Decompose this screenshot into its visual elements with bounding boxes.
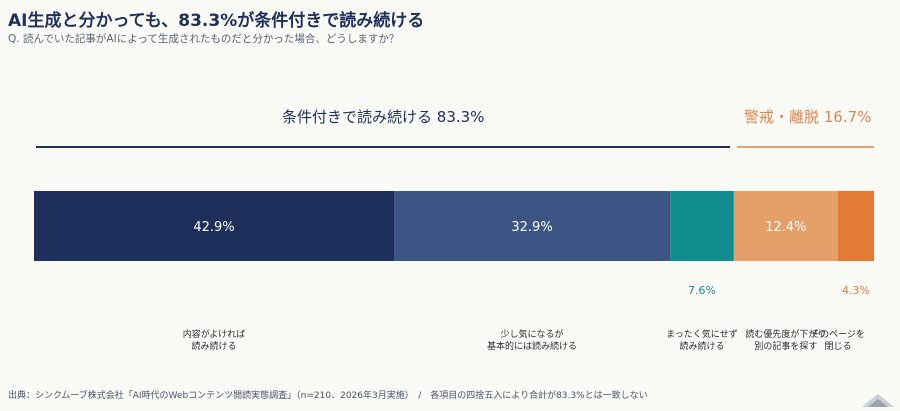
- bar-segment-1: [34, 191, 394, 261]
- group-label-continue: 条件付きで読み続ける 83.3%: [282, 108, 485, 126]
- value-label-5: 4.3%: [842, 284, 870, 297]
- category-label-1: 内容がよければ 読み続ける: [182, 330, 246, 352]
- publisher-logo-icon: [862, 394, 894, 407]
- category-label-5: そのページを 閉じる: [811, 330, 865, 352]
- group-bracket-continue: [36, 146, 730, 148]
- group-label-exit: 警戒・離脱 16.7%: [744, 108, 872, 126]
- value-label-2: 32.9%: [511, 220, 552, 235]
- bar-segment-5: [837, 191, 874, 261]
- value-label-3: 7.6%: [688, 284, 716, 297]
- bar-segment-3: [670, 191, 734, 261]
- value-label-4: 12.4%: [765, 220, 806, 235]
- category-label-2: 少し気になるが 基本的には読み続ける: [487, 330, 578, 352]
- bar-segment-4: [733, 191, 838, 261]
- category-label-3: まったく気にせず 読み続ける: [666, 330, 738, 352]
- category-label-4: 読む優先度が下がり 別の記事を探す: [745, 330, 827, 352]
- bar-segment-2: [394, 191, 671, 261]
- source-footnote: 出典：シンクムーブ株式会社「AI時代のWebコンテンツ閲読実態調査」（n=210…: [8, 391, 648, 401]
- survey-question: Q. 読んでいた記事がAIによって生成されたものだと分かった場合、どうしますか？: [8, 33, 400, 45]
- chart-title: AI生成と分かっても、83.3%が条件付きで読み続ける: [8, 11, 425, 31]
- value-label-1: 42.9%: [193, 220, 234, 235]
- group-bracket-exit: [737, 146, 874, 148]
